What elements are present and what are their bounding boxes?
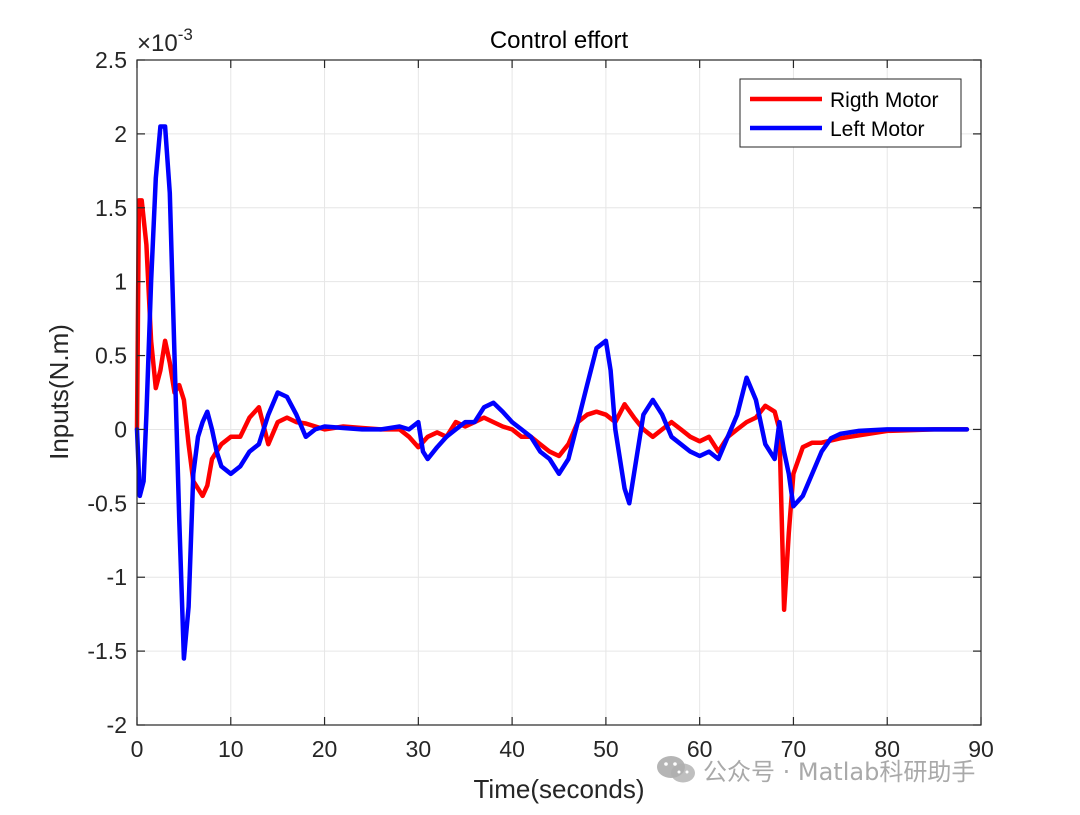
x-tick-label-0: 0 (131, 736, 144, 762)
x-tick-label-8: 80 (874, 736, 900, 762)
legend: Rigth Motor Left Motor (739, 78, 962, 148)
series-layer (134, 124, 970, 661)
x-tick-label-7: 70 (781, 736, 807, 762)
y-exponent-base: ×10-3 (137, 25, 193, 57)
legend-box (739, 78, 962, 148)
x-tick-label-3: 30 (406, 736, 432, 762)
y-exponent-power: -3 (178, 25, 193, 44)
x-tick-label-2: 20 (312, 736, 338, 762)
x-tick-label-5: 50 (593, 736, 619, 762)
y-tick-label-3: -0.5 (87, 490, 127, 516)
chart-title: Control effort (490, 27, 629, 54)
axes-box (136, 59, 982, 726)
y-tick-label-2: -1 (107, 564, 127, 590)
series-line-rigth-motor (134, 198, 970, 612)
y-tick-label-7: 1.5 (95, 195, 127, 221)
x-tick-label-4: 40 (499, 736, 525, 762)
y-exponent-base-text: ×10 (137, 30, 178, 57)
tick-labels: 0 10 20 30 40 50 60 70 80 90 -2 -1.5 -1 -0.5 0 0.5 1 1.5 2… (87, 47, 993, 762)
legend-label-left-motor: Left Motor (830, 118, 925, 141)
y-tick-label-9: 2.5 (95, 47, 127, 73)
y-axis-label: Inputs(N.m) (44, 324, 74, 460)
y-tick-label-0: -2 (107, 712, 127, 738)
x-tick-label-1: 10 (218, 736, 244, 762)
y-tick-label-5: 0.5 (95, 343, 127, 369)
x-tick-label-6: 60 (687, 736, 713, 762)
x-axis-label: Time(seconds) (474, 774, 645, 804)
x-tick-label-9: 90 (968, 736, 994, 762)
tick-marks (136, 59, 982, 726)
y-tick-label-4: 0 (114, 416, 127, 442)
y-tick-label-1: -1.5 (87, 638, 127, 664)
y-tick-label-8: 2 (114, 121, 127, 147)
series-line-left-motor (134, 124, 970, 661)
y-tick-label-6: 1 (114, 269, 127, 295)
plot-area (137, 60, 981, 725)
legend-label-right-motor: Rigth Motor (830, 89, 939, 112)
